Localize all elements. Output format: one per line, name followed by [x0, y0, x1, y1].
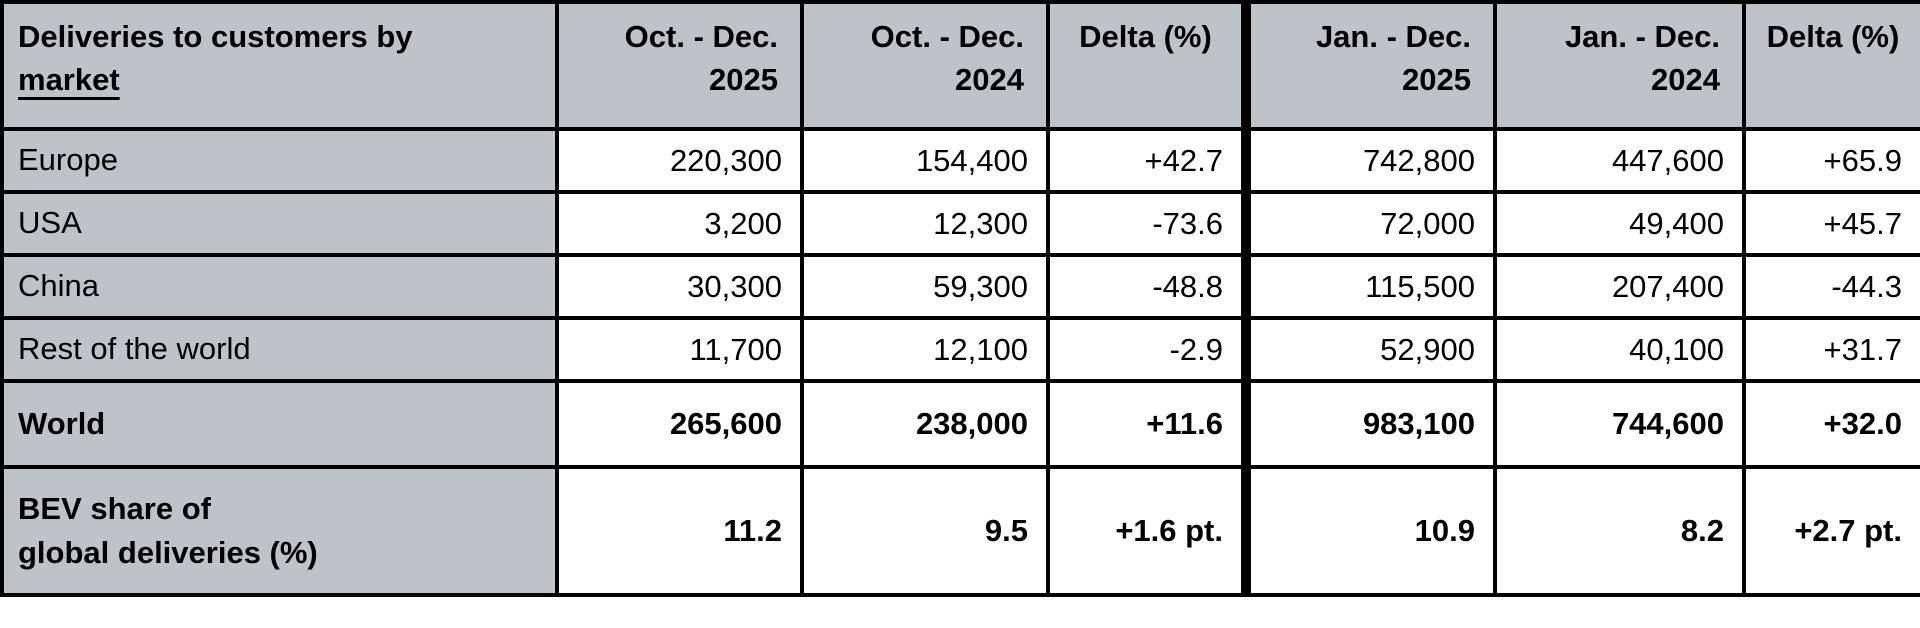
- table-row-usa: USA 3,200 12,300 -73.6 72,000 49,400 +45…: [0, 190, 1920, 257]
- row-label-rest-of-world: Rest of the world: [0, 316, 559, 383]
- cell-row-fy-delta: +31.7: [1742, 316, 1920, 383]
- cell-bev-q4-2024: 9.5: [800, 465, 1050, 597]
- table-row-rest-of-world: Rest of the world 11,700 12,100 -2.9 52,…: [0, 316, 1920, 383]
- cell-china-q4-2025: 30,300: [555, 253, 804, 320]
- cell-europe-q4-2024: 154,400: [800, 127, 1050, 194]
- cell-china-fy-2024: 207,400: [1493, 253, 1746, 320]
- cell-world-q4-2024: 238,000: [800, 379, 1050, 469]
- cell-usa-fy-2024: 49,400: [1493, 190, 1746, 257]
- row-label-bev-share: BEV share of global deliveries (%): [0, 465, 559, 597]
- header-market-line1: Deliveries to customers by: [18, 19, 413, 54]
- header-delta-year: Delta (%): [1742, 0, 1920, 131]
- cell-china-q4-2024: 59,300: [800, 253, 1050, 320]
- header-oct-dec-2024: Oct. - Dec. 2024: [800, 0, 1050, 131]
- cell-world-q4-delta: +11.6: [1046, 379, 1248, 469]
- cell-usa-q4-delta: -73.6: [1046, 190, 1248, 257]
- cell-row-q4-2025: 11,700: [555, 316, 804, 383]
- cell-row-q4-delta: -2.9: [1046, 316, 1248, 383]
- table-header-row: Deliveries to customers by market Oct. -…: [0, 0, 1920, 131]
- header-market: Deliveries to customers by market: [0, 0, 559, 131]
- cell-china-fy-delta: -44.3: [1742, 253, 1920, 320]
- cell-row-fy-2024: 40,100: [1493, 316, 1746, 383]
- row-label-china: China: [0, 253, 559, 320]
- table-row-bev-share: BEV share of global deliveries (%) 11.2 …: [0, 465, 1920, 597]
- cell-europe-fy-2025: 742,800: [1241, 127, 1497, 194]
- row-label-world: World: [0, 379, 559, 469]
- cell-usa-q4-2024: 12,300: [800, 190, 1050, 257]
- row-label-europe: Europe: [0, 127, 559, 194]
- cell-row-q4-2024: 12,100: [800, 316, 1050, 383]
- cell-china-fy-2025: 115,500: [1241, 253, 1497, 320]
- cell-europe-fy-delta: +65.9: [1742, 127, 1920, 194]
- header-jan-dec-2024: Jan. - Dec. 2024: [1493, 0, 1746, 131]
- cell-europe-fy-2024: 447,600: [1493, 127, 1746, 194]
- cell-usa-fy-delta: +45.7: [1742, 190, 1920, 257]
- cell-bev-q4-2025: 11.2: [555, 465, 804, 597]
- cell-europe-q4-2025: 220,300: [555, 127, 804, 194]
- cell-world-fy-delta: +32.0: [1742, 379, 1920, 469]
- cell-world-fy-2025: 983,100: [1241, 379, 1497, 469]
- cell-bev-fy-delta: +2.7 pt.: [1742, 465, 1920, 597]
- cell-bev-fy-2025: 10.9: [1241, 465, 1497, 597]
- cell-usa-fy-2025: 72,000: [1241, 190, 1497, 257]
- cell-world-fy-2024: 744,600: [1493, 379, 1746, 469]
- cell-usa-q4-2025: 3,200: [555, 190, 804, 257]
- table-row-china: China 30,300 59,300 -48.8 115,500 207,40…: [0, 253, 1920, 320]
- header-jan-dec-2025: Jan. - Dec. 2025: [1241, 0, 1497, 131]
- header-delta-quarter: Delta (%): [1046, 0, 1248, 131]
- table-row-europe: Europe 220,300 154,400 +42.7 742,800 447…: [0, 127, 1920, 194]
- cell-bev-q4-delta: +1.6 pt.: [1046, 465, 1248, 597]
- deliveries-by-market-table: Deliveries to customers by market Oct. -…: [0, 0, 1920, 597]
- cell-row-fy-2025: 52,900: [1241, 316, 1497, 383]
- header-market-line2: market: [18, 61, 120, 97]
- cell-china-q4-delta: -48.8: [1046, 253, 1248, 320]
- cell-world-q4-2025: 265,600: [555, 379, 804, 469]
- cell-europe-q4-delta: +42.7: [1046, 127, 1248, 194]
- table-row-world: World 265,600 238,000 +11.6 983,100 744,…: [0, 379, 1920, 469]
- header-oct-dec-2025: Oct. - Dec. 2025: [555, 0, 804, 131]
- cell-bev-fy-2024: 8.2: [1493, 465, 1746, 597]
- row-label-usa: USA: [0, 190, 559, 257]
